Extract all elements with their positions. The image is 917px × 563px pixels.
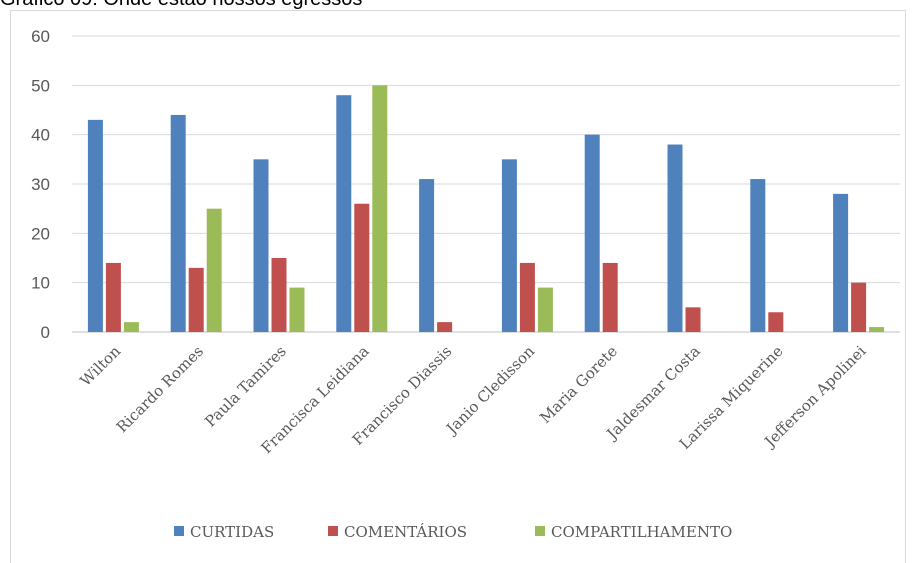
- bar-coment-rios: [768, 312, 784, 332]
- chart-title: Gráfico 09: Onde estão nossos egressos: [0, 0, 362, 10]
- x-tick-label: Wilton: [77, 342, 125, 390]
- legend-label: CURTIDAS: [190, 523, 274, 541]
- bar-coment-rios: [354, 203, 370, 332]
- y-axis-ticks: 0 10 20 30 40 50 60: [31, 27, 50, 342]
- bar-curtidas: [170, 114, 186, 332]
- bar-compartilhamento: [869, 327, 885, 332]
- bar-curtidas: [419, 179, 435, 332]
- bar-curtidas: [750, 179, 766, 332]
- y-tick-label: 0: [41, 323, 50, 342]
- bar-coment-rios: [188, 267, 204, 332]
- x-tick-label: Janio Cledisson: [441, 342, 538, 439]
- bar-curtidas: [584, 134, 600, 332]
- y-tick-label: 40: [31, 126, 50, 145]
- bar-curtidas: [667, 144, 683, 332]
- bar-coment-rios: [602, 262, 618, 332]
- bar-compartilhamento: [123, 322, 139, 332]
- y-tick-label: 20: [31, 224, 50, 243]
- bar-compartilhamento: [537, 287, 553, 332]
- bar-compartilhamento: [372, 85, 388, 332]
- legend-label: COMPARTILHAMENTO: [551, 523, 732, 541]
- bar-curtidas: [501, 159, 517, 332]
- bar-coment-rios: [271, 258, 287, 332]
- y-tick-label: 60: [31, 27, 50, 46]
- x-tick-label: Ricardo Romes: [113, 342, 207, 436]
- bar-curtidas: [253, 159, 269, 332]
- bar-curtidas: [336, 95, 352, 332]
- bar-curtidas: [87, 119, 103, 332]
- y-tick-label: 50: [31, 76, 50, 95]
- x-tick-label: Maria Gorete: [536, 342, 621, 427]
- bar-coment-rios: [105, 262, 121, 332]
- bar-compartilhamento: [289, 287, 305, 332]
- y-tick-label: 10: [31, 274, 50, 293]
- bar-coment-rios: [685, 307, 701, 332]
- y-tick-label: 30: [31, 175, 50, 194]
- bar-compartilhamento: [206, 208, 222, 332]
- bar-coment-rios: [437, 322, 453, 332]
- x-tick-label: Paula Tamires: [201, 342, 289, 430]
- bars: [87, 85, 885, 332]
- bar-coment-rios: [851, 282, 867, 332]
- legend-swatch: [328, 526, 338, 536]
- bar-coment-rios: [519, 262, 535, 332]
- legend-swatch: [535, 526, 545, 536]
- legend: CURTIDAS COMENTÁRIOS COMPARTILHAMENTO: [174, 523, 732, 541]
- bar-curtidas: [833, 193, 849, 332]
- legend-label: COMENTÁRIOS: [344, 523, 467, 541]
- legend-swatch: [174, 526, 184, 536]
